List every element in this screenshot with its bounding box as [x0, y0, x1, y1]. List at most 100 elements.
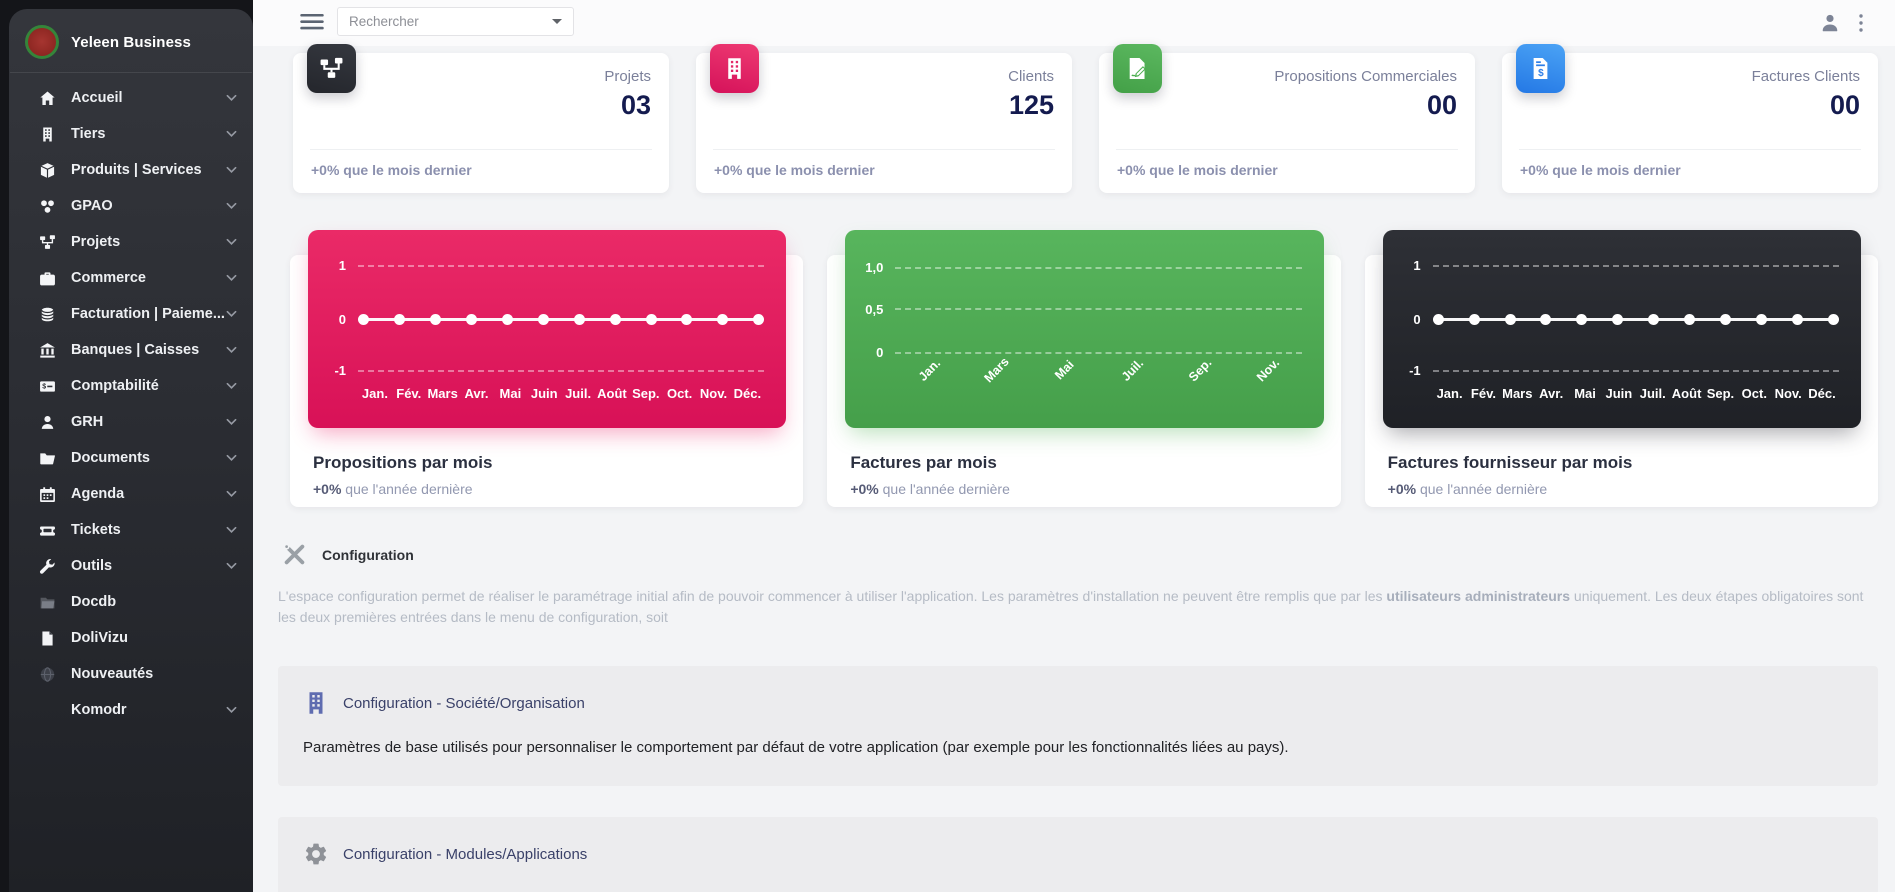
data-point-marker: [429, 313, 441, 325]
sidebar-item-nouveautés[interactable]: Nouveautés: [9, 656, 253, 692]
sidebar-item-documents[interactable]: Documents: [9, 440, 253, 476]
stat-value: 00: [1829, 90, 1860, 120]
sidebar-menu: Accueil Tiers Produits | Services GPAO Proje…: [9, 78, 253, 728]
chevron-down-icon: [226, 94, 237, 102]
invoice-card-icon: $: [38, 377, 56, 395]
sidebar-item-grh[interactable]: GRH: [9, 404, 253, 440]
data-point-marker: [1504, 313, 1516, 325]
sidebar-item-komodr[interactable]: Komodr: [9, 692, 253, 728]
sidebar-item-outils[interactable]: Outils: [9, 548, 253, 584]
sidebar-item-label: Agenda: [71, 486, 125, 502]
data-point-marker: [537, 313, 549, 325]
user-menu-button[interactable]: [1819, 12, 1841, 34]
sidebar-item-label: Comptabilité: [71, 378, 159, 394]
sidebar-item-agenda[interactable]: Agenda: [9, 476, 253, 512]
chevron-down-icon: [226, 526, 237, 534]
data-point-marker: [358, 313, 369, 325]
sidebar-item-label: Banques | Caisses: [71, 342, 200, 358]
config-panel-modules[interactable]: Configuration - Modules/Applications: [278, 817, 1878, 892]
stat-value: 125: [1008, 90, 1054, 120]
sidebar-item-label: Produits | Services: [71, 162, 202, 178]
config-heading-label: Configuration: [322, 546, 414, 563]
x-tick-label: Oct.: [667, 386, 693, 402]
bank-icon: [38, 341, 56, 359]
x-tick-label: Mars: [427, 386, 458, 402]
x-tick-label: Sep.: [632, 386, 660, 402]
sidebar-item-tiers[interactable]: Tiers: [9, 116, 253, 152]
search-select[interactable]: [337, 7, 574, 36]
sidebar-panel: Yeleen Business Accueil Tiers Produits | S…: [9, 9, 253, 892]
config-description-text: L'espace configuration permet de réalise…: [278, 588, 1387, 604]
building-icon: [710, 44, 759, 93]
sidebar-item-label: Docdb: [71, 594, 117, 610]
sidebar-item-projets[interactable]: Projets: [9, 224, 253, 260]
search-input[interactable]: [349, 14, 552, 29]
building-icon: [303, 690, 329, 716]
chart-plot-area: 1,0 0,5 0 Jan. Mars Mai Juil. Sep. Nov.: [845, 230, 1324, 428]
sidebar-item-docdb[interactable]: Docdb: [9, 584, 253, 620]
chevron-down-icon: [552, 19, 562, 24]
brand[interactable]: Yeleen Business: [9, 9, 253, 72]
x-tick-label: Nov.: [699, 386, 728, 402]
x-tick-label: Sep.: [1706, 386, 1735, 402]
config-panel-societe-title[interactable]: Configuration - Société/Organisation: [343, 694, 585, 712]
y-tick-label: 1,0: [865, 260, 884, 276]
sidebar-item-banques-caisses[interactable]: Banques | Caisses: [9, 332, 253, 368]
x-tick-label: Jan.: [915, 355, 943, 384]
sidebar-item-dolivizu[interactable]: DoliVizu: [9, 620, 253, 656]
config-panel-societe[interactable]: Configuration - Société/Organisation Par…: [278, 666, 1878, 786]
data-point-marker: [393, 313, 405, 325]
data-point-marker: [1468, 313, 1480, 325]
sidebar-item-label: Tickets: [71, 522, 121, 538]
overflow-menu-button[interactable]: [1853, 12, 1869, 34]
chevron-down-icon: [226, 310, 237, 318]
chevron-down-icon: [226, 130, 237, 138]
chart-card-propositions-par-mois: 1 0 -1 Jan. Fév. Mars Avr. Mai Juin Juil. Août Sep.…: [290, 230, 804, 507]
project-diagram-icon: [38, 233, 56, 251]
x-tick-label: Mars: [1502, 386, 1533, 402]
y-tick-label: 0: [338, 311, 346, 327]
sidebar-item-facturation-paieme[interactable]: Facturation | Paieme...: [9, 296, 253, 332]
gear-icon: [303, 841, 329, 867]
sidebar-item-comptabilité[interactable]: $ Comptabilité: [9, 368, 253, 404]
data-point-marker: [465, 313, 477, 325]
building-icon: [38, 125, 56, 143]
chevron-down-icon: [226, 166, 237, 174]
file-signature-icon: [1113, 44, 1162, 93]
x-tick-label: Juil.: [1639, 386, 1666, 402]
sidebar-item-label: Projets: [71, 234, 121, 250]
sidebar-item-gpao[interactable]: GPAO: [9, 188, 253, 224]
gridline: [895, 308, 1302, 311]
chart-title: Propositions par mois: [313, 453, 493, 472]
stat-label: Clients: [1008, 68, 1054, 85]
sidebar-item-tickets[interactable]: Tickets: [9, 512, 253, 548]
config-panel-modules-title[interactable]: Configuration - Modules/Applications: [343, 845, 588, 863]
data-point-marker: [1792, 313, 1804, 325]
stat-value: 03: [620, 90, 651, 120]
y-tick-label: 0: [1413, 311, 1421, 327]
data-point-marker: [645, 313, 657, 325]
sidebar-item-accueil[interactable]: Accueil: [9, 80, 253, 116]
gridline: [1432, 264, 1839, 267]
x-tick-label: Mai: [499, 386, 522, 402]
charts-row: 1 0 -1 Jan. Fév. Mars Avr. Mai Juin Juil. Août Sep.…: [290, 230, 1878, 507]
sidebar-item-produits-services[interactable]: Produits | Services: [9, 152, 253, 188]
hamburger-menu-icon[interactable]: [300, 14, 324, 31]
data-series-line: [358, 313, 765, 325]
stat-footer: +0% que le mois dernier: [310, 149, 652, 193]
sidebar-item-label: Accueil: [71, 90, 123, 106]
x-tick-label: Mars: [981, 354, 1013, 386]
sidebar-item-label: Tiers: [71, 126, 106, 142]
y-tick-label: 0,5: [865, 301, 884, 317]
config-description: L'espace configuration permet de réalise…: [278, 586, 1878, 628]
coins-icon: [38, 305, 56, 323]
x-tick-label: Juin: [530, 386, 558, 402]
file-invoice-icon: $: [1516, 44, 1565, 93]
chevron-down-icon: [226, 490, 237, 498]
stat-card-clients: Clients 125 +0% que le mois dernier: [696, 44, 1072, 193]
config-description-bold: utilisateurs administrateurs: [1386, 588, 1571, 604]
sidebar-item-commerce[interactable]: Commerce: [9, 260, 253, 296]
data-point-marker: [1827, 313, 1839, 325]
x-tick-label: Juin: [1605, 386, 1633, 402]
